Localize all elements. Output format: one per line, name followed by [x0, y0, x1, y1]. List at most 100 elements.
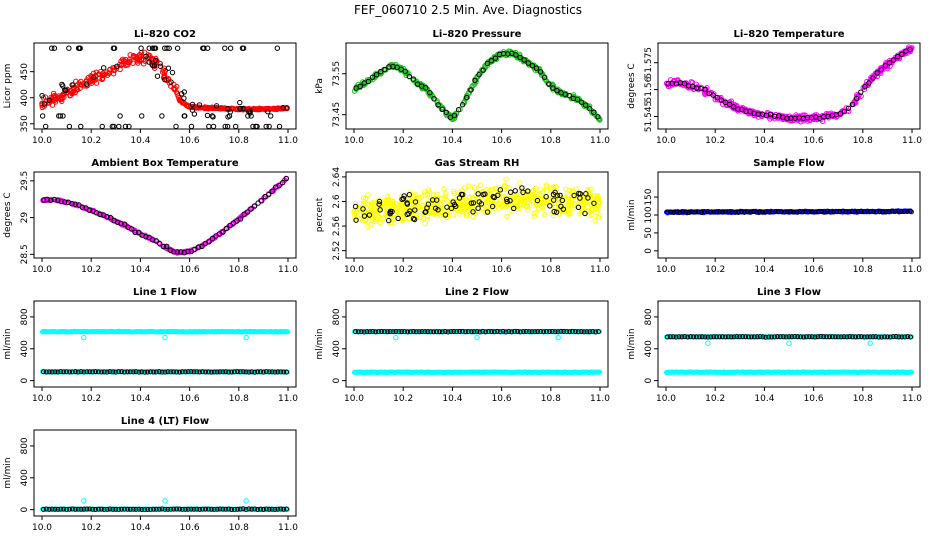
x-tick-label: 10.2 [393, 136, 413, 146]
average-point [829, 334, 835, 340]
average-point [179, 369, 185, 375]
y-axis-label: degrees C [627, 63, 637, 108]
cluster-point [357, 216, 363, 223]
y-axis-label: ml/min [627, 199, 637, 230]
cluster-point [567, 210, 573, 217]
average-point [240, 369, 246, 375]
average-point [705, 334, 711, 340]
average-point [165, 65, 172, 71]
average-point [284, 369, 290, 375]
x-tick-label: 11.0 [590, 265, 610, 275]
x-tick-label: 10.0 [32, 523, 52, 533]
average-point [176, 369, 182, 375]
average-point [497, 329, 503, 335]
average-point [512, 188, 518, 194]
average-point [880, 209, 886, 215]
cluster-point [573, 186, 579, 192]
cluster-point [536, 66, 543, 72]
average-point [525, 188, 531, 194]
average-point [365, 78, 372, 85]
cluster-point [365, 192, 371, 198]
average-point [425, 329, 431, 335]
average-point [806, 209, 812, 215]
average-point [223, 369, 229, 375]
average-point [283, 175, 289, 182]
average-point [121, 369, 127, 375]
average-point [121, 221, 128, 227]
average-point [49, 369, 55, 375]
panel-title: Sample Flow [753, 158, 825, 169]
average-point [841, 108, 848, 115]
average-point [593, 329, 599, 335]
average-point [587, 106, 593, 112]
cluster-point [482, 209, 488, 216]
y-tick-label: 29.5 [20, 171, 30, 191]
average-point [529, 329, 535, 335]
average-point [87, 369, 93, 375]
x-tick-label: 10.4 [754, 136, 774, 146]
cluster-point [383, 198, 389, 204]
cluster-point [503, 203, 509, 210]
cluster-point [418, 194, 424, 200]
cluster-point [437, 102, 443, 108]
average-point [503, 329, 509, 335]
average-point [245, 113, 251, 119]
average-point [268, 113, 274, 119]
average-point [858, 89, 864, 95]
plot-frame [657, 300, 921, 388]
average-point [722, 334, 728, 340]
average-point [558, 203, 564, 209]
average-point [899, 51, 905, 57]
cluster-point [111, 64, 117, 71]
average-point [855, 208, 861, 214]
x-tick-label: 10.6 [804, 265, 824, 275]
average-point [150, 369, 156, 375]
average-point [726, 209, 732, 215]
average-point [745, 334, 751, 340]
average-point [792, 333, 798, 339]
cluster-point [486, 207, 492, 214]
average-point [751, 334, 757, 340]
cluster-point [543, 182, 550, 188]
average-point [46, 369, 52, 375]
average-point [722, 99, 729, 106]
x-tick-label: 10.8 [853, 136, 873, 146]
average-point [517, 54, 523, 61]
average-point [160, 243, 166, 250]
average-point [695, 209, 701, 215]
y-tick-label: 0 [332, 377, 342, 383]
average-point [578, 99, 585, 105]
average-point [378, 328, 384, 334]
cluster-point [731, 105, 738, 111]
cluster-point [516, 195, 522, 202]
average-point [480, 191, 486, 198]
cluster-point [527, 191, 533, 198]
cluster-point [503, 176, 509, 183]
average-point [532, 329, 538, 335]
average-point [237, 105, 244, 112]
average-point [281, 369, 287, 375]
cluster-point [527, 202, 533, 209]
average-point [369, 74, 376, 81]
average-point [370, 329, 376, 335]
average-point [72, 201, 79, 207]
average-point [265, 191, 272, 198]
plot-frame [657, 42, 921, 130]
panel-title: Line 1 Flow [133, 287, 197, 298]
average-point [361, 329, 367, 335]
average-point [246, 369, 252, 375]
average-point [718, 97, 725, 103]
cluster-point [412, 204, 418, 210]
average-point [494, 328, 500, 334]
average-point [220, 369, 226, 375]
average-point [484, 60, 490, 67]
average-point [665, 209, 671, 215]
average-point [197, 369, 203, 375]
average-point [133, 369, 139, 375]
average-point [248, 206, 254, 212]
average-point [781, 209, 787, 215]
cluster-point [271, 106, 277, 112]
average-point [39, 113, 46, 119]
